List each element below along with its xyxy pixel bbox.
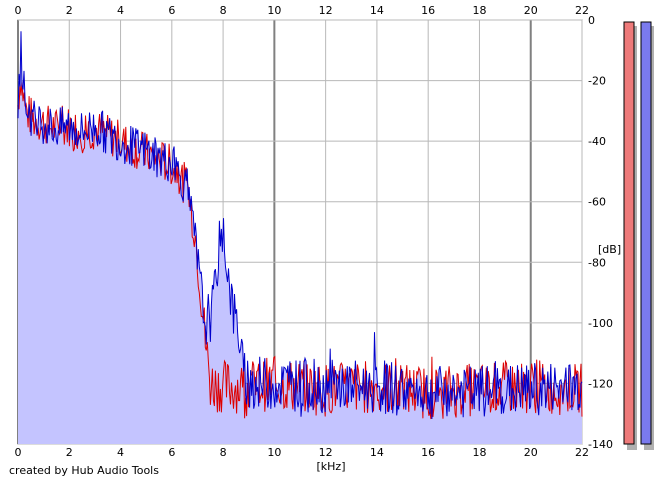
x-tick-label-bottom: 4 (117, 446, 124, 459)
left-level-meter (623, 21, 635, 445)
y-tick-label: -40 (588, 135, 606, 148)
x-tick-label-bottom: 0 (15, 446, 22, 459)
y-tick-label: -60 (588, 196, 606, 209)
y-ticks: 0 -20 -40 -60 -80 -100 -120 -140 (588, 14, 613, 451)
x-tick-label-top: 6 (168, 4, 175, 17)
x-tick-label-bottom: 14 (370, 446, 384, 459)
x-tick-label-top: 8 (220, 4, 227, 17)
credit-text: created by Hub Audio Tools (9, 464, 159, 477)
y-tick-label: -20 (588, 75, 606, 88)
spectrum-series (17, 31, 583, 420)
y-tick-label: -120 (588, 377, 613, 390)
x-tick-label-bottom: 10 (267, 446, 281, 459)
right-level-meter (640, 21, 652, 445)
x-axis-label: [kHz] (317, 460, 346, 473)
x-ticks-bottom: 0 2 4 6 8 10 12 14 16 18 20 22 (15, 446, 590, 459)
series-line-right-channel (17, 31, 583, 420)
x-tick-label-top: 12 (319, 4, 333, 17)
x-tick-label-top: 10 (267, 4, 281, 17)
x-tick-label-top: 18 (472, 4, 486, 17)
x-tick-label-top: 4 (117, 4, 124, 17)
y-tick-label: 0 (588, 14, 595, 27)
x-tick-label-top: 20 (524, 4, 538, 17)
x-tick-label-top: 2 (66, 4, 73, 17)
x-tick-label-bottom: 20 (524, 446, 538, 459)
x-tick-label-top: 14 (370, 4, 384, 17)
x-tick-label-top: 22 (575, 4, 589, 17)
spectrum-fill-area (18, 31, 582, 445)
y-tick-label: -140 (588, 438, 613, 451)
x-tick-label-bottom: 18 (472, 446, 486, 459)
x-tick-label-bottom: 6 (168, 446, 175, 459)
x-tick-label-bottom: 16 (421, 446, 435, 459)
x-tick-label-bottom: 8 (220, 446, 227, 459)
level-meters (623, 21, 654, 450)
y-tick-label: -100 (588, 317, 613, 330)
x-tick-label-bottom: 12 (319, 446, 333, 459)
x-tick-label-top: 16 (421, 4, 435, 17)
y-axis-label: [dB] (598, 243, 621, 256)
x-tick-label-bottom: 22 (575, 446, 589, 459)
x-tick-label-bottom: 2 (66, 446, 73, 459)
y-tick-label: -80 (588, 256, 606, 269)
x-tick-label-top: 0 (15, 4, 22, 17)
x-ticks-top: 0 2 4 6 8 10 12 14 16 18 20 22 (15, 4, 590, 17)
